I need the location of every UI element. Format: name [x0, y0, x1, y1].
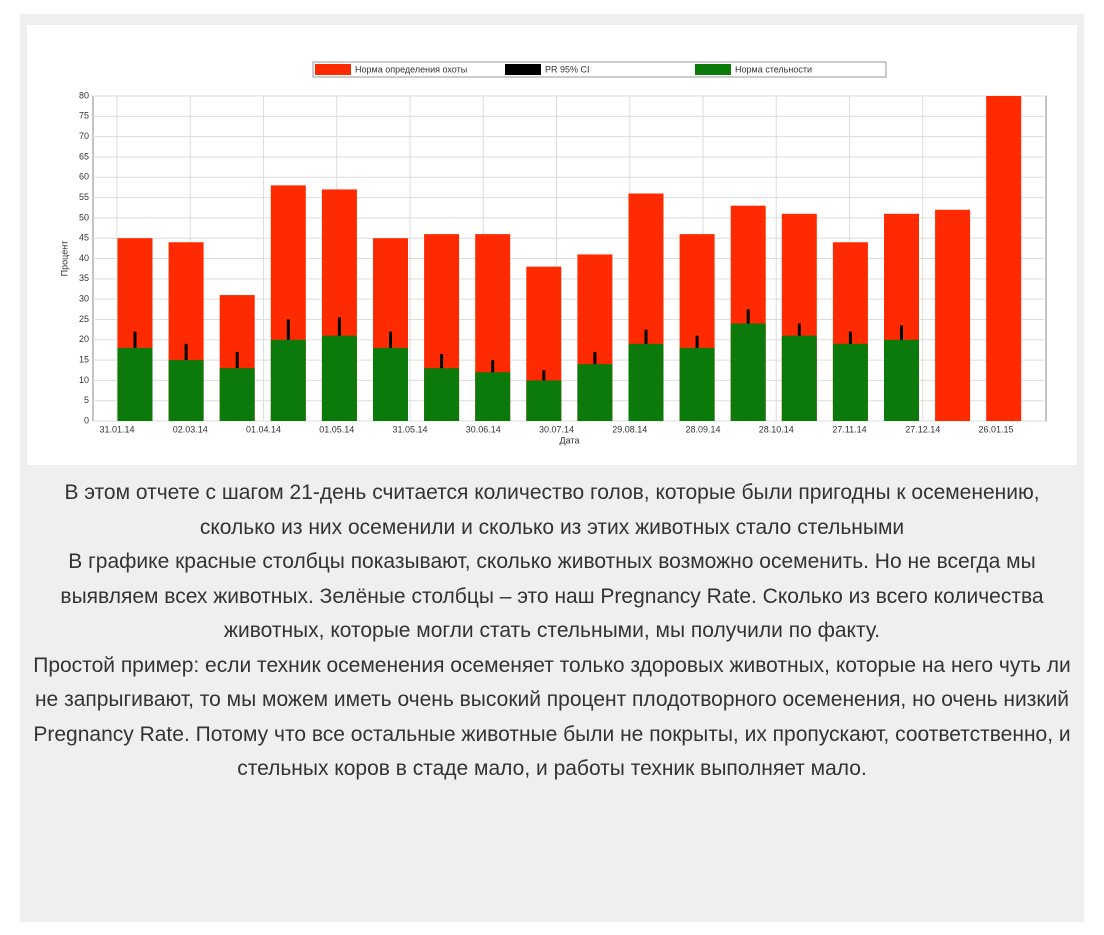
- y-tick-label: 80: [79, 90, 89, 100]
- x-tick-label: 27.11.14: [832, 424, 866, 434]
- x-tick-label: 30.07.14: [539, 424, 574, 434]
- x-tick-label: 27.12.14: [905, 424, 940, 434]
- y-tick-label: 10: [79, 375, 89, 385]
- legend-label: PR 95% CI: [545, 64, 590, 74]
- bar: [781, 335, 817, 421]
- x-tick-label: 31.01.14: [99, 424, 134, 434]
- y-tick-label: 30: [79, 294, 89, 304]
- x-axis-label: Дата: [560, 435, 580, 445]
- chart: 0 5 10 15 20 25 30 35 40 45 50 55 60 65 70 75 80 31.01.14…: [59, 61, 1047, 445]
- content-panel: 0 5 10 15 20 25 30 35 40 45 50 55 60 65 70 75 80 31.01.14…: [20, 14, 1084, 922]
- x-tick-label: 28.09.14: [685, 424, 720, 434]
- y-tick-label: 45: [79, 233, 89, 243]
- description: В этом отчете с шагом 21-день считается …: [30, 476, 1074, 787]
- bar: [373, 347, 408, 421]
- y-tick-label: 70: [79, 131, 89, 141]
- bar: [270, 339, 306, 421]
- bar: [475, 372, 511, 421]
- legend-label: Норма определения охоты: [355, 64, 467, 74]
- x-tick-label: 01.05.14: [319, 424, 354, 434]
- bar: [526, 380, 562, 421]
- y-tick-label: 60: [79, 172, 89, 182]
- bar: [832, 343, 868, 421]
- bar: [219, 368, 255, 421]
- y-tick-label: 65: [79, 151, 89, 161]
- bar: [935, 209, 971, 421]
- x-tick-label: 30.06.14: [466, 424, 501, 434]
- legend-swatch: [695, 64, 731, 75]
- x-tick-label: 31.05.14: [392, 424, 427, 434]
- y-tick-label: 0: [84, 415, 89, 425]
- paragraph: Простой пример: если техник осеменения о…: [33, 653, 1071, 781]
- bar: [424, 368, 460, 421]
- y-tick-label: 40: [79, 253, 89, 263]
- bar: [117, 347, 153, 421]
- y-tick-label: 50: [79, 212, 89, 222]
- paragraph: В графике красные столбцы показывают, ск…: [60, 550, 1044, 642]
- bar: [884, 339, 919, 421]
- y-tick-label: 20: [79, 334, 89, 344]
- y-tick-label: 75: [79, 111, 89, 121]
- legend-swatch: [505, 64, 541, 75]
- x-tick-label: 01.04.14: [246, 424, 281, 434]
- legend-box: [312, 61, 887, 78]
- bar: [168, 360, 204, 421]
- chart-image: 0 5 10 15 20 25 30 35 40 45 50 55 60 65 70 75 80 31.01.14…: [27, 25, 1077, 465]
- x-tick-label: 26.01.15: [978, 424, 1013, 434]
- legend-swatch: [315, 64, 351, 75]
- x-tick-label: 29.08.14: [612, 424, 647, 434]
- bar: [321, 335, 357, 421]
- y-tick-label: 5: [84, 395, 89, 405]
- legend-label: Норма стельности: [735, 64, 812, 74]
- y-tick-label: 55: [79, 192, 89, 202]
- bar: [986, 96, 1022, 421]
- y-tick-label: 35: [79, 273, 89, 283]
- x-tick-label: 02.03.14: [173, 424, 208, 434]
- y-tick-label: 25: [79, 314, 89, 324]
- y-tick-label: 15: [79, 354, 89, 364]
- bar: [679, 347, 715, 421]
- bar: [730, 323, 766, 421]
- paragraph: В этом отчете с шагом 21-день считается …: [64, 481, 1040, 539]
- bar: [577, 364, 613, 421]
- x-tick-label: 28.10.14: [759, 424, 794, 434]
- bar: [628, 343, 664, 421]
- y-axis-label: Процент: [59, 241, 69, 277]
